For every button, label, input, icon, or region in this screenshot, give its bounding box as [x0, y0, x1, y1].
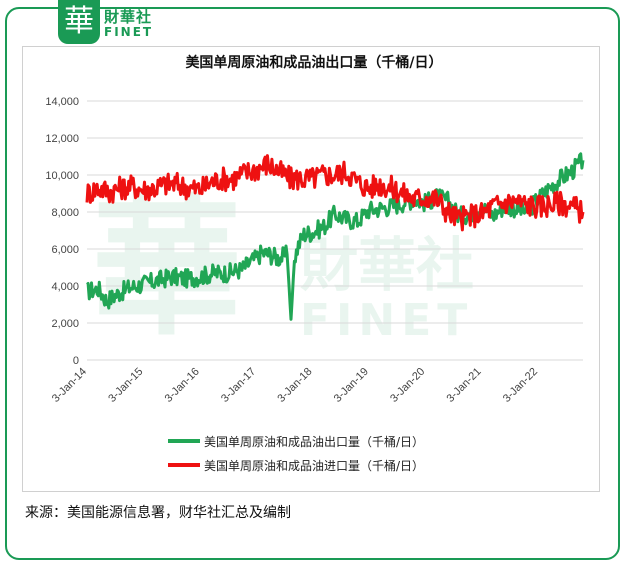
- chart-container: [22, 46, 600, 492]
- brand-name-cn: 財華社: [104, 8, 153, 26]
- y-tick-label: 2,000: [51, 318, 79, 330]
- source-note: 来源：美国能源信息署，财华社汇总及编制: [25, 505, 291, 521]
- x-tick-label: 3-Jan-17: [219, 366, 258, 405]
- legend-label: 美国单周原油和成品油出口量（千桶/日）: [204, 434, 424, 449]
- card-frame: [5, 7, 620, 560]
- x-tick-label: 3-Jan-15: [106, 366, 145, 405]
- y-tick-label: 6,000: [51, 244, 79, 256]
- y-tick-label: 0: [73, 355, 79, 367]
- y-tick-label: 4,000: [51, 281, 79, 293]
- legend-label: 美国单周原油和成品油进口量（千桶/日）: [204, 458, 424, 473]
- x-tick-label: 3-Jan-21: [444, 366, 483, 405]
- chart-title: 美国单周原油和成品油出口量（千桶/日）: [185, 55, 443, 71]
- series-line-import: [85, 154, 585, 232]
- y-tick-label: 12,000: [45, 133, 79, 145]
- brand-name-en: FINET: [104, 25, 154, 39]
- brand-logo: 華: [58, 0, 100, 44]
- y-tick-label: 14,000: [45, 96, 79, 108]
- watermark-name-cn: 財華社: [300, 231, 474, 299]
- x-tick-label: 3-Jan-16: [163, 366, 202, 405]
- x-tick-label: 3-Jan-14: [50, 366, 89, 405]
- x-tick-label: 3-Jan-19: [332, 366, 371, 405]
- watermark: 華 財華社 FINET: [92, 182, 474, 356]
- x-tick-label: 3-Jan-20: [388, 366, 427, 405]
- y-tick-label: 8,000: [51, 207, 79, 219]
- series-line-export: [86, 152, 585, 321]
- y-tick-label: 10,000: [45, 170, 79, 182]
- watermark-name-en: FINET: [300, 295, 473, 346]
- x-tick-label: 3-Jan-22: [501, 366, 540, 405]
- x-tick-label: 3-Jan-18: [275, 366, 314, 405]
